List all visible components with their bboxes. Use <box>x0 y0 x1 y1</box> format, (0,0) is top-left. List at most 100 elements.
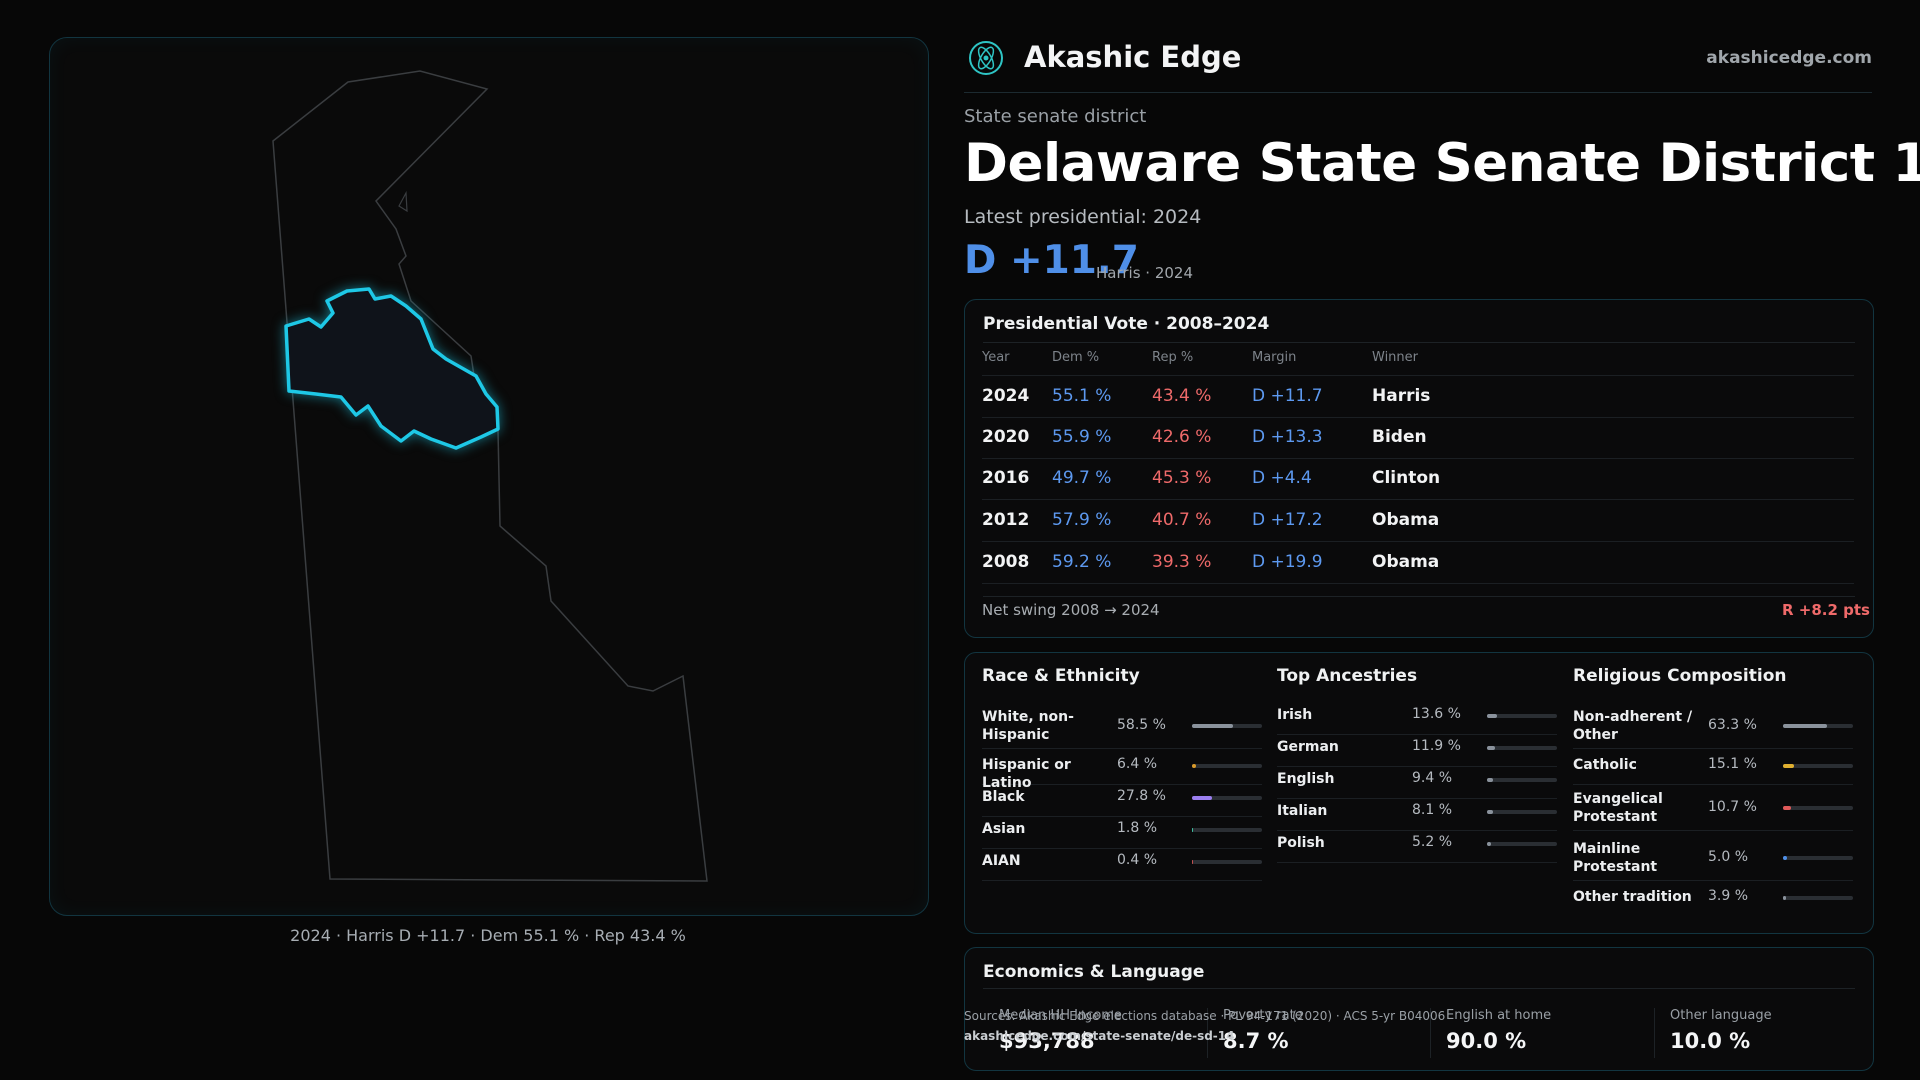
religion-bar <box>1783 806 1853 810</box>
ancestry-label: Italian <box>1277 803 1328 819</box>
row-margin: D +4.4 <box>1252 468 1312 488</box>
col-header-rep: Rep % <box>1152 350 1194 365</box>
ancestry-bar-fill <box>1487 746 1496 750</box>
col-header-margin: Margin <box>1252 350 1297 365</box>
race-label: White, non-Hispanic <box>982 709 1074 743</box>
religion-label: Catholic <box>1573 757 1637 773</box>
headline-margin: D +11.7 <box>964 238 1139 283</box>
religion-bar <box>1783 856 1853 860</box>
district-map[interactable] <box>49 37 929 916</box>
race-label: Asian <box>982 821 1026 837</box>
list-item: Catholic 15.1 % <box>1573 756 1853 785</box>
race-bar-fill <box>1192 724 1234 728</box>
religion-label: Mainline Protestant <box>1573 841 1658 875</box>
race-value: 6.4 % <box>1117 756 1158 772</box>
economics-title: Economics & Language <box>983 962 1205 982</box>
ancestry-value: 5.2 % <box>1412 834 1453 850</box>
ancestry-label: German <box>1277 739 1339 755</box>
row-winner: Harris <box>1372 386 1431 406</box>
row-dem: 55.1 % <box>1052 386 1112 406</box>
race-value: 58.5 % <box>1117 717 1166 733</box>
list-item: Evangelical Protestant 10.7 % <box>1573 788 1853 831</box>
sources-footnote: Sources: Akashic Edge elections database… <box>964 1006 1445 1046</box>
ancestry-value: 8.1 % <box>1412 802 1453 818</box>
religion-title: Religious Composition <box>1573 666 1787 686</box>
religion-bar-fill <box>1783 856 1787 860</box>
list-item: Italian 8.1 % <box>1277 802 1557 831</box>
race-label: AIAN <box>982 853 1021 869</box>
row-dem: 57.9 % <box>1052 510 1112 530</box>
religion-label: Non-adherent / Other <box>1573 709 1693 743</box>
religion-value: 5.0 % <box>1708 849 1749 865</box>
race-bar <box>1192 764 1262 768</box>
list-item: Hispanic or Latino 6.4 % <box>982 756 1262 791</box>
race-bar-fill <box>1192 796 1212 800</box>
latest-presidential-label: Latest presidential: 2024 <box>964 206 1202 228</box>
ancestry-title: Top Ancestries <box>1277 666 1418 686</box>
religion-value: 63.3 % <box>1708 717 1757 733</box>
ancestry-bar-fill <box>1487 778 1494 782</box>
row-year: 2016 <box>982 468 1030 488</box>
site-link[interactable]: akashicedge.com <box>1706 48 1872 68</box>
religion-bar-fill <box>1783 724 1828 728</box>
race-value: 27.8 % <box>1117 788 1166 804</box>
row-rep: 40.7 % <box>1152 510 1212 530</box>
row-dem: 49.7 % <box>1052 468 1112 488</box>
race-bar <box>1192 860 1262 864</box>
row-year: 2020 <box>982 427 1030 447</box>
stat-poverty-rate: Poverty rate 8.7 % <box>1223 1008 1423 1053</box>
row-dem: 59.2 % <box>1052 552 1112 572</box>
ancestry-label: Irish <box>1277 707 1313 723</box>
race-bar <box>1192 796 1262 800</box>
race-value: 0.4 % <box>1117 852 1158 868</box>
stat-label: Poverty rate <box>1223 1008 1303 1023</box>
state-boundary <box>272 70 708 882</box>
col-header-year: Year <box>982 350 1010 365</box>
row-margin: D +19.9 <box>1252 552 1323 572</box>
stat-label: Median HH Income <box>999 1008 1122 1023</box>
row-winner: Clinton <box>1372 468 1441 488</box>
divider <box>1430 1008 1431 1058</box>
district-type-label: State senate district <box>964 106 1147 127</box>
state-boundary-inlet <box>398 190 408 213</box>
page-title: Delaware State Senate District 14 <box>964 133 1920 194</box>
divider <box>1654 1008 1655 1058</box>
headline-margin-sub: Harris · 2024 <box>1096 264 1194 282</box>
ancestry-bar-fill <box>1487 810 1493 814</box>
stat-value: $93,788 <box>999 1029 1095 1053</box>
list-item: Other tradition 3.9 % <box>1573 888 1853 916</box>
list-item: Asian 1.8 % <box>982 820 1262 849</box>
religion-label: Evangelical Protestant <box>1573 791 1663 825</box>
table-row: 2012 57.9 % 40.7 % D +17.2 Obama <box>982 500 1854 542</box>
ancestry-bar-fill <box>1487 714 1497 718</box>
stat-value: 10.0 % <box>1670 1029 1751 1053</box>
district-14-shape <box>284 287 500 450</box>
race-label: Black <box>982 789 1025 805</box>
race-bar-fill <box>1192 828 1194 832</box>
ancestry-value: 11.9 % <box>1412 738 1461 754</box>
list-item: Irish 13.6 % <box>1277 706 1557 735</box>
stat-value: 8.7 % <box>1223 1029 1289 1053</box>
stat-english-at-home: English at home 90.0 % <box>1446 1008 1646 1053</box>
race-bar <box>1192 828 1262 832</box>
atom-logo-icon <box>969 41 1003 75</box>
ancestry-label: Polish <box>1277 835 1325 851</box>
source-link[interactable]: akashicedge.com/state-senate/de-sd-14 <box>964 1029 1235 1043</box>
ancestry-value: 9.4 % <box>1412 770 1453 786</box>
ancestry-bar <box>1487 746 1557 750</box>
religion-bar-fill <box>1783 896 1786 900</box>
brand-name[interactable]: Akashic Edge <box>1024 40 1242 74</box>
row-winner: Biden <box>1372 427 1427 447</box>
demographics-card <box>964 652 1874 934</box>
row-margin: D +17.2 <box>1252 510 1323 530</box>
race-bar <box>1192 724 1262 728</box>
ancestry-bar-fill <box>1487 842 1491 846</box>
ancestry-bar <box>1487 810 1557 814</box>
row-dem: 55.9 % <box>1052 427 1112 447</box>
stat-value: 90.0 % <box>1446 1029 1527 1053</box>
divider <box>983 342 1855 343</box>
row-year: 2024 <box>982 386 1030 406</box>
table-row: 2024 55.1 % 43.4 % D +11.7 Harris <box>982 375 1854 418</box>
divider <box>983 596 1855 597</box>
race-bar-fill <box>1192 860 1194 864</box>
